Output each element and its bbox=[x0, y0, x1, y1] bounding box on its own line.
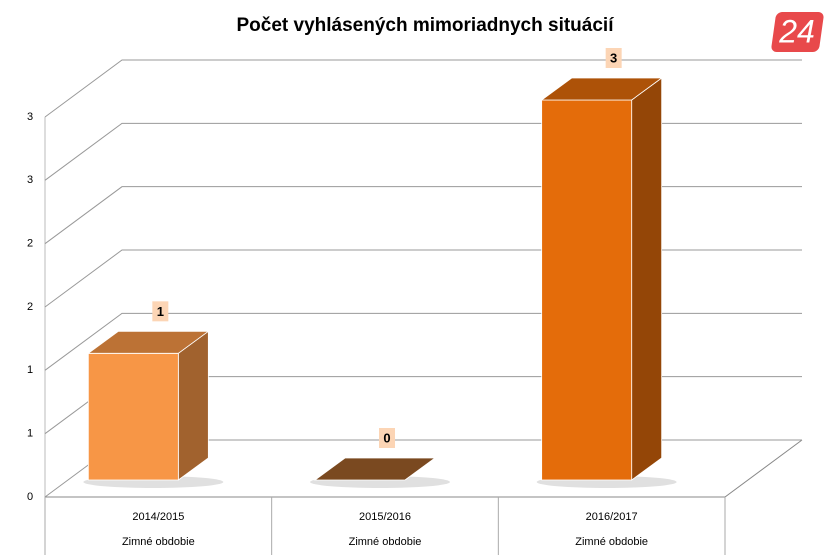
chart-title: Počet vyhlásených mimoriadnych situácií bbox=[237, 15, 615, 36]
y-tick-label: 3 bbox=[27, 174, 33, 186]
bar-top bbox=[87, 330, 210, 354]
data-label: 1 bbox=[157, 304, 164, 319]
y-tick-label: 3 bbox=[27, 111, 33, 123]
y-tick-label: 2 bbox=[27, 301, 33, 313]
data-label-box bbox=[379, 428, 395, 448]
x-tick-label: 2016/2017 bbox=[586, 511, 638, 523]
bar-side bbox=[177, 330, 209, 481]
y-tick-label: 0 bbox=[27, 491, 33, 503]
data-label-box bbox=[605, 48, 622, 68]
x-tick-label: 2014/2015 bbox=[132, 511, 184, 523]
logo: 24 bbox=[771, 12, 824, 52]
x-tick-label: 2015/2016 bbox=[359, 511, 411, 523]
logo-text: 24 bbox=[778, 13, 815, 49]
y-tick-label: 2 bbox=[27, 238, 33, 250]
x-sub-label: Zimné obdobie bbox=[122, 536, 195, 548]
grid-line bbox=[44, 122, 802, 181]
grid-line bbox=[44, 249, 802, 308]
y-tick-label: 1 bbox=[27, 428, 33, 440]
data-label: 0 bbox=[383, 430, 390, 445]
bar-top bbox=[313, 457, 437, 481]
bar-side bbox=[631, 77, 663, 481]
bar-front bbox=[541, 99, 633, 481]
bar-top bbox=[540, 77, 663, 101]
grid-line bbox=[44, 59, 802, 118]
data-label: 3 bbox=[610, 50, 617, 65]
y-tick-label: 1 bbox=[27, 364, 33, 376]
bar-front bbox=[87, 352, 179, 481]
x-sub-label: Zimné obdobie bbox=[349, 536, 422, 548]
logo-badge bbox=[771, 12, 824, 52]
grid-line bbox=[44, 186, 802, 245]
x-sub-label: Zimné obdobie bbox=[575, 536, 648, 548]
data-label-box bbox=[152, 301, 169, 322]
